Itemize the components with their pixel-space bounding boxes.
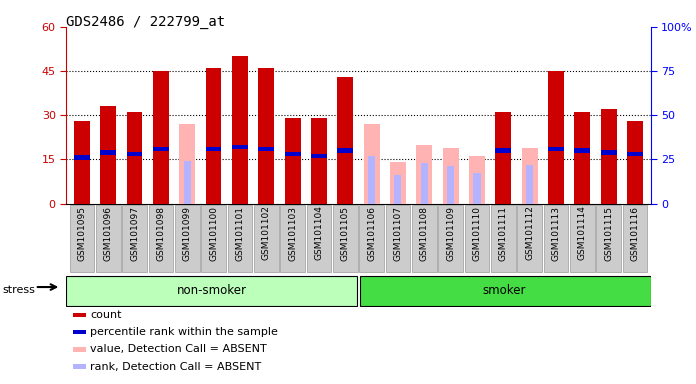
Bar xyxy=(473,174,480,204)
Bar xyxy=(443,147,459,204)
Bar xyxy=(285,118,301,204)
Text: GSM101116: GSM101116 xyxy=(631,205,640,261)
Bar xyxy=(206,147,221,151)
Text: GSM101097: GSM101097 xyxy=(130,205,139,261)
FancyBboxPatch shape xyxy=(386,205,411,272)
Bar xyxy=(74,156,90,160)
Bar xyxy=(627,121,643,204)
FancyBboxPatch shape xyxy=(596,205,621,272)
Text: value, Detection Call = ABSENT: value, Detection Call = ABSENT xyxy=(90,344,267,354)
Bar xyxy=(184,161,191,204)
Bar xyxy=(627,152,643,156)
FancyBboxPatch shape xyxy=(175,205,200,272)
Text: GSM101114: GSM101114 xyxy=(578,205,587,260)
FancyBboxPatch shape xyxy=(333,205,358,272)
Bar xyxy=(232,145,248,149)
Bar xyxy=(153,71,169,204)
Bar xyxy=(180,124,195,204)
Bar xyxy=(601,150,617,154)
Text: GSM101100: GSM101100 xyxy=(209,205,218,261)
Bar xyxy=(420,163,428,204)
Text: GSM101115: GSM101115 xyxy=(604,205,613,261)
FancyBboxPatch shape xyxy=(66,276,356,306)
Text: count: count xyxy=(90,310,122,320)
FancyBboxPatch shape xyxy=(438,205,463,272)
Bar xyxy=(338,77,353,204)
FancyBboxPatch shape xyxy=(201,205,226,272)
Bar xyxy=(311,118,327,204)
FancyBboxPatch shape xyxy=(96,205,120,272)
Text: GSM101104: GSM101104 xyxy=(315,205,324,260)
Bar xyxy=(522,147,537,204)
Text: non-smoker: non-smoker xyxy=(177,284,247,297)
Bar xyxy=(496,148,511,153)
Bar xyxy=(548,147,564,151)
FancyBboxPatch shape xyxy=(570,205,594,272)
FancyBboxPatch shape xyxy=(464,205,489,272)
Text: GSM101113: GSM101113 xyxy=(551,205,560,261)
FancyBboxPatch shape xyxy=(148,205,173,272)
FancyBboxPatch shape xyxy=(122,205,147,272)
FancyBboxPatch shape xyxy=(359,205,384,272)
Text: percentile rank within the sample: percentile rank within the sample xyxy=(90,327,278,337)
Bar xyxy=(206,68,221,204)
Text: GSM101098: GSM101098 xyxy=(157,205,166,261)
Text: GSM101112: GSM101112 xyxy=(525,205,534,260)
Text: rank, Detection Call = ABSENT: rank, Detection Call = ABSENT xyxy=(90,362,262,372)
Text: GSM101102: GSM101102 xyxy=(262,205,271,260)
Bar xyxy=(447,166,454,204)
FancyBboxPatch shape xyxy=(306,205,331,272)
Bar xyxy=(100,106,116,204)
FancyBboxPatch shape xyxy=(544,205,569,272)
Bar xyxy=(368,156,375,204)
Bar xyxy=(127,152,143,156)
Bar xyxy=(258,147,274,151)
Bar xyxy=(74,121,90,204)
Bar xyxy=(338,148,353,153)
Bar xyxy=(364,124,379,204)
Bar xyxy=(416,145,432,204)
Bar xyxy=(574,148,590,153)
Bar xyxy=(232,56,248,204)
Bar xyxy=(469,156,485,204)
Bar xyxy=(285,152,301,156)
Bar xyxy=(548,71,564,204)
Bar xyxy=(390,162,406,204)
FancyBboxPatch shape xyxy=(361,276,651,306)
FancyBboxPatch shape xyxy=(491,205,516,272)
Bar xyxy=(258,68,274,204)
Bar xyxy=(526,165,533,204)
FancyBboxPatch shape xyxy=(412,205,436,272)
Text: GSM101108: GSM101108 xyxy=(420,205,429,261)
Text: GSM101110: GSM101110 xyxy=(473,205,482,261)
FancyBboxPatch shape xyxy=(70,205,94,272)
FancyBboxPatch shape xyxy=(517,205,542,272)
Text: GSM101111: GSM101111 xyxy=(499,205,508,261)
FancyBboxPatch shape xyxy=(254,205,278,272)
Text: GSM101101: GSM101101 xyxy=(235,205,244,261)
Text: GSM101109: GSM101109 xyxy=(446,205,455,261)
Text: smoker: smoker xyxy=(483,284,526,297)
FancyBboxPatch shape xyxy=(623,205,647,272)
Text: stress: stress xyxy=(2,285,35,295)
Bar xyxy=(601,109,617,204)
FancyBboxPatch shape xyxy=(228,205,253,272)
Text: GSM101099: GSM101099 xyxy=(183,205,192,261)
Text: GSM101105: GSM101105 xyxy=(341,205,350,261)
Text: GSM101103: GSM101103 xyxy=(288,205,297,261)
FancyBboxPatch shape xyxy=(280,205,305,272)
Text: GSM101107: GSM101107 xyxy=(393,205,402,261)
Bar xyxy=(127,112,143,204)
Bar xyxy=(311,154,327,158)
Bar xyxy=(395,175,402,204)
Text: GSM101095: GSM101095 xyxy=(77,205,86,261)
Bar xyxy=(496,112,511,204)
Bar xyxy=(153,147,169,151)
Bar xyxy=(574,112,590,204)
Text: GDS2486 / 222799_at: GDS2486 / 222799_at xyxy=(66,15,226,29)
Bar xyxy=(100,150,116,154)
Text: GSM101096: GSM101096 xyxy=(104,205,113,261)
Text: GSM101106: GSM101106 xyxy=(367,205,376,261)
